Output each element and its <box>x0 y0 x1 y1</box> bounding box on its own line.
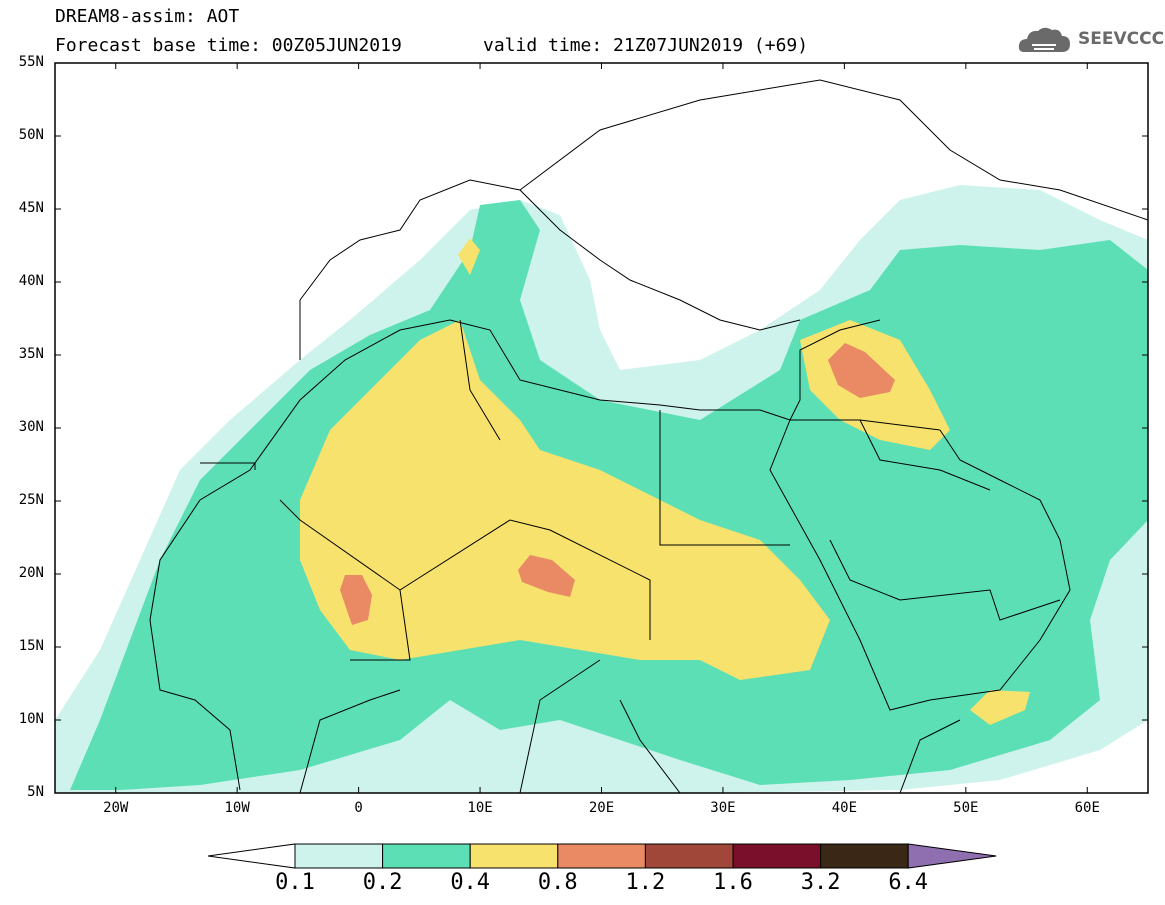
lon-label: 60E <box>1074 800 1100 816</box>
aot-band-0.8-chad <box>518 555 575 597</box>
lat-label: 15N <box>18 638 44 654</box>
colorbar-level-label: 3.2 <box>800 870 841 895</box>
colorbar-box <box>557 843 646 869</box>
colorbar-box <box>644 843 734 869</box>
colorbar-box <box>732 843 822 869</box>
logo-text: SEEVCCC <box>1078 29 1165 49</box>
colorbar-level-label: 0.8 <box>537 870 578 895</box>
lon-label: 20E <box>588 800 615 816</box>
colorbar-high-arrow <box>907 843 997 869</box>
chart-title: DREAM8-assim: AOT <box>55 6 240 27</box>
aot-band-0.4-arabia <box>970 690 1030 725</box>
lat-label: 50N <box>18 127 44 143</box>
valid-time: valid time: 21Z07JUN2019 (+69) <box>483 35 809 56</box>
lat-label: 45N <box>18 200 44 216</box>
base-time: Forecast base time: 00Z05JUN2019 <box>55 35 402 56</box>
colorbar-level-label: 0.2 <box>362 870 403 895</box>
aot-field <box>55 63 1148 793</box>
aot-band-0.8-iraq <box>828 343 895 398</box>
aot-band-0.4 <box>300 320 830 680</box>
lon-label: 10E <box>467 800 493 816</box>
seevccc-logo <box>1018 24 1153 58</box>
lon-label: 10W <box>224 800 250 816</box>
lon-label: 30E <box>710 800 736 816</box>
lon-label: 50E <box>953 800 979 816</box>
lon-label: 0 <box>354 800 363 816</box>
lat-label: 10N <box>18 711 44 727</box>
colorbar-box <box>820 843 909 869</box>
axis-ticks <box>55 62 1148 794</box>
coastlines <box>149 79 1148 793</box>
colorbar-low-arrow <box>207 843 296 869</box>
lat-label: 5N <box>27 784 44 800</box>
lat-label: 40N <box>18 273 44 289</box>
colorbar-box <box>382 843 471 869</box>
colorbar-box <box>469 843 559 869</box>
lon-label: 20W <box>103 800 129 816</box>
lat-label: 25N <box>18 492 44 508</box>
colorbar-level-label: 0.1 <box>275 870 315 895</box>
lat-label: 35N <box>18 346 44 362</box>
lat-label: 55N <box>18 54 44 70</box>
colorbar-box <box>294 843 384 869</box>
lat-label: 30N <box>18 419 44 435</box>
aot-band-0.8-sahara <box>340 575 372 625</box>
colorbar-level-label: 1.6 <box>713 870 753 895</box>
aot-band-0.4-sardinia <box>458 238 480 275</box>
colorbar-level-label: 6.4 <box>888 870 929 895</box>
lon-label: 40E <box>831 800 858 816</box>
colorbar-level-label: 1.2 <box>625 870 666 895</box>
lat-label: 20N <box>18 565 44 581</box>
colorbar-level-label: 0.4 <box>450 870 491 895</box>
